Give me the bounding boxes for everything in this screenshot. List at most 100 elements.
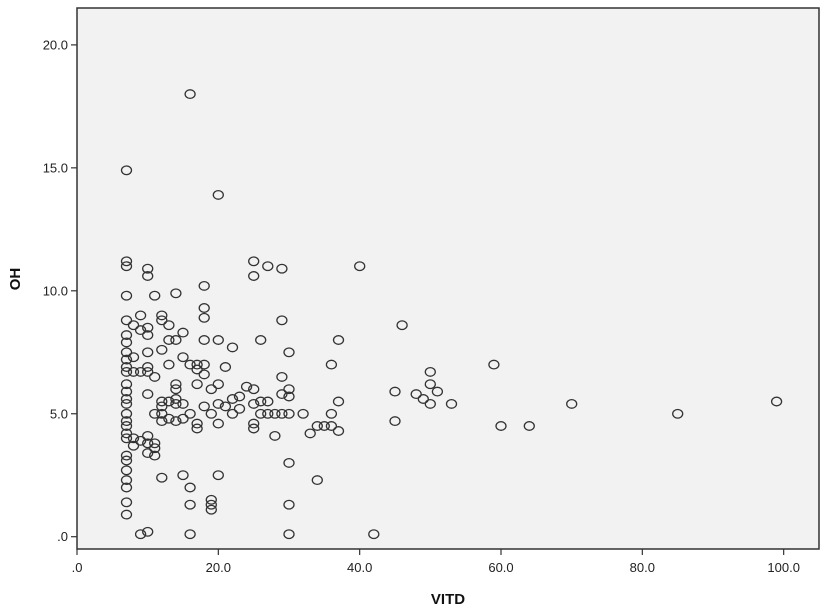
data-point <box>184 89 196 100</box>
data-point <box>262 396 274 407</box>
data-point <box>120 290 133 301</box>
data-point <box>304 428 316 439</box>
data-point <box>248 271 260 281</box>
data-point <box>276 408 288 419</box>
data-point <box>283 529 295 540</box>
data-point <box>255 408 267 419</box>
data-point <box>120 455 133 466</box>
data-point <box>127 440 140 451</box>
data-point <box>445 398 458 409</box>
data-point <box>198 312 210 323</box>
data-point <box>276 389 288 400</box>
data-points <box>120 89 783 540</box>
data-point <box>566 398 578 409</box>
data-point <box>283 384 295 395</box>
data-point <box>142 347 154 358</box>
data-point <box>198 280 210 291</box>
data-point <box>177 413 189 424</box>
data-point <box>149 290 161 301</box>
data-point <box>212 335 224 345</box>
data-point <box>248 418 260 429</box>
data-point <box>283 499 295 510</box>
data-point <box>248 398 260 409</box>
data-point <box>262 408 274 419</box>
data-point <box>156 401 168 412</box>
data-point <box>120 416 133 427</box>
data-point <box>283 347 295 358</box>
data-point <box>163 413 175 424</box>
data-point <box>120 475 133 486</box>
data-point <box>142 366 154 377</box>
data-point <box>226 394 239 404</box>
data-point <box>120 256 133 267</box>
data-point <box>184 408 196 419</box>
data-point <box>120 433 133 444</box>
data-point <box>120 450 133 461</box>
data-point <box>191 423 203 434</box>
data-point <box>311 421 323 431</box>
data-point <box>156 344 168 355</box>
data-point <box>233 391 246 402</box>
data-point <box>177 470 189 481</box>
data-point <box>219 362 232 372</box>
data-point <box>191 364 203 375</box>
x-axis: .0 20.0 40.0 60.0 80.0 100.0 <box>72 549 800 575</box>
data-point <box>170 398 182 409</box>
data-point <box>184 529 196 540</box>
data-point <box>325 359 338 370</box>
data-point <box>255 396 267 407</box>
data-point <box>283 408 295 419</box>
data-point <box>488 359 500 370</box>
data-point <box>184 482 196 493</box>
data-point <box>134 435 147 446</box>
data-point <box>205 408 217 419</box>
data-point <box>134 366 147 377</box>
data-point <box>149 443 161 454</box>
data-point <box>142 322 154 333</box>
data-point <box>191 418 203 429</box>
data-point <box>354 261 366 272</box>
y-axis: .0 5.0 10.0 15.0 20.0 <box>43 37 77 544</box>
data-point <box>142 389 154 400</box>
data-point <box>240 381 253 392</box>
data-point <box>156 408 168 419</box>
x-tick-label: 80.0 <box>630 560 655 575</box>
data-point <box>417 394 429 404</box>
data-point <box>297 408 309 419</box>
data-point <box>120 421 133 431</box>
data-point <box>142 271 154 281</box>
data-point <box>170 394 182 404</box>
data-point <box>120 497 133 508</box>
data-point <box>495 421 507 431</box>
y-axis-title: OH <box>7 268 24 291</box>
data-point <box>672 408 684 419</box>
data-point <box>184 499 196 510</box>
data-point <box>120 509 133 520</box>
data-point <box>127 320 140 331</box>
data-point <box>120 408 133 419</box>
data-point <box>170 379 182 390</box>
y-tick-label: 10.0 <box>43 283 68 298</box>
data-point <box>283 391 295 402</box>
data-point <box>212 470 224 481</box>
data-point <box>156 472 168 483</box>
data-point <box>120 366 133 377</box>
data-point <box>198 401 210 412</box>
data-point <box>219 401 232 412</box>
x-tick-label: 60.0 <box>488 560 513 575</box>
data-point <box>276 371 288 382</box>
data-point <box>177 352 189 363</box>
data-point <box>389 416 401 427</box>
data-point <box>424 379 436 390</box>
data-point <box>120 347 133 358</box>
data-point <box>325 408 338 419</box>
data-point <box>262 261 274 272</box>
data-point <box>212 398 224 409</box>
data-point <box>120 165 133 176</box>
data-point <box>198 335 210 345</box>
data-point <box>134 325 147 336</box>
data-point <box>276 263 288 274</box>
data-point <box>120 354 133 365</box>
data-point <box>198 303 210 313</box>
data-point <box>205 499 217 510</box>
